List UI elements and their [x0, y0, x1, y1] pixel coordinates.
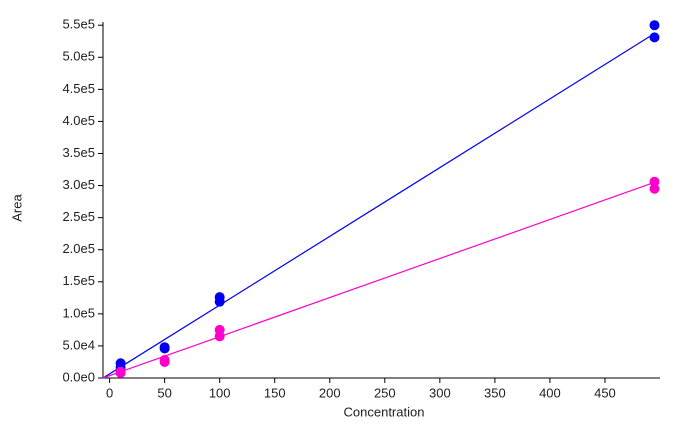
- y-tick-label: 5.0e5: [62, 49, 95, 64]
- x-tick-label: 200: [319, 385, 341, 400]
- x-tick-label: 400: [539, 385, 561, 400]
- y-tick-label: 2.0e5: [62, 241, 95, 256]
- data-point: [649, 183, 660, 194]
- x-tick-label: 100: [209, 385, 231, 400]
- data-point: [649, 32, 660, 43]
- x-tick-label: 50: [157, 385, 171, 400]
- y-tick-label: 1.0e5: [62, 305, 95, 320]
- data-point: [115, 367, 126, 378]
- data-point: [159, 343, 170, 354]
- data-point: [649, 176, 660, 187]
- y-tick-label: 4.0e5: [62, 113, 95, 128]
- y-tick-label: 3.5e5: [62, 145, 95, 160]
- fit-line: [102, 181, 655, 379]
- x-tick-label: 350: [484, 385, 506, 400]
- y-tick-label: 2.5e5: [62, 209, 95, 224]
- data-point: [649, 20, 660, 31]
- y-tick-label: 0.0e0: [62, 369, 95, 384]
- data-point: [214, 331, 225, 342]
- y-axis-title: Area: [9, 194, 24, 222]
- y-tick-label: 1.5e5: [62, 273, 95, 288]
- data-point: [214, 296, 225, 307]
- x-tick-label: 450: [594, 385, 616, 400]
- y-tick-label: 5.5e5: [62, 17, 95, 32]
- fit-line: [102, 33, 655, 379]
- data-point: [159, 356, 170, 367]
- y-tick-label: 3.0e5: [62, 177, 95, 192]
- x-tick-label: 250: [374, 385, 396, 400]
- y-tick-label: 5.0e4: [62, 337, 95, 352]
- y-tick-label: 4.5e5: [62, 81, 95, 96]
- x-tick-label: 300: [429, 385, 451, 400]
- x-tick-label: 150: [264, 385, 286, 400]
- x-tick-label: 0: [106, 385, 113, 400]
- x-axis-title: Concentration: [344, 404, 425, 419]
